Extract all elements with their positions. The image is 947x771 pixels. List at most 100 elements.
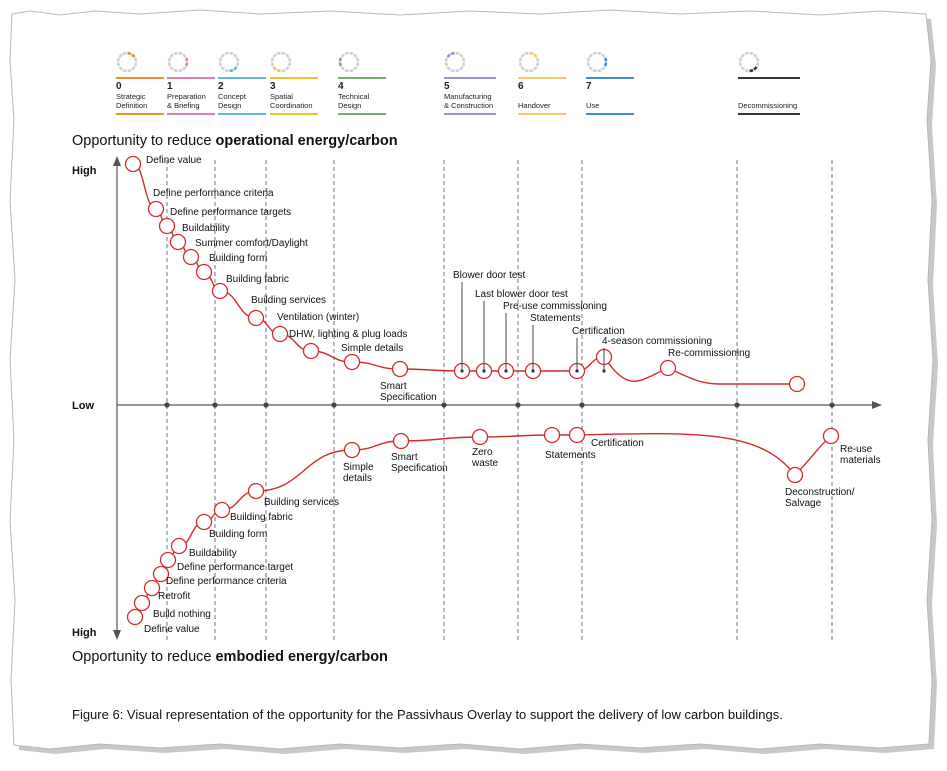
stage-number: 7 [586,81,592,92]
embodied-point-label: Retrofit [158,591,190,602]
embodied-point-label: Simple details [343,462,374,484]
operational-point: Summer comfort/Daylight [182,238,308,266]
ring-segment [220,53,225,58]
embodied-point-marker [343,441,361,459]
ring-segment [740,53,745,58]
operational-point-marker [343,353,361,371]
stage-label-line2: Design [218,101,241,110]
milestone-leader-dot [531,369,535,373]
embodied-point: Build nothing [133,594,211,620]
ring-segment [444,57,449,62]
paper-sheet [9,9,934,750]
ring-segment [353,66,358,71]
ring-segment [131,66,136,71]
embodied-point-label: Define value [144,624,200,635]
ring-segment [518,62,523,67]
ring-segment [755,57,760,62]
stage-number: 6 [518,81,524,92]
operational-point: Building form [195,253,267,281]
ring-segment [133,62,138,67]
stage-label-line1: Strategic [116,92,146,101]
axis-high-top-label: High [72,165,97,177]
ring-segment [127,51,132,56]
stage-ring-icon [738,51,760,73]
embodied-point: Define performance criteria [152,565,287,587]
ring-segment [533,53,538,58]
ring-segment [173,51,178,56]
embodied-point-marker [392,432,410,450]
ring-segment [285,53,290,58]
stage-ring-icon [270,51,292,73]
operational-point-marker [271,325,289,343]
stage-number: 5 [444,81,450,92]
ring-segment [182,66,187,71]
operational-point-marker [124,155,142,173]
ring-segment [524,51,529,56]
operational-point-label: Summer comfort/Daylight [195,238,308,249]
ring-segment [122,51,127,56]
embodied-point-marker [247,482,265,500]
ring-segment [133,57,138,62]
axis-stage-marker [441,402,447,408]
embodied-point: Buildability [170,537,237,559]
stage-number: 1 [167,81,173,92]
operational-point: Smart Specification [380,360,437,403]
ring-segment [167,57,172,62]
ring-segment [444,62,449,67]
operational-point: Define performance criteria [147,188,274,218]
milestone-leader-dot [482,369,486,373]
operational-point-label: DHW, lighting & plug loads [289,329,407,340]
ring-segment [603,57,608,62]
ring-segment [184,62,189,67]
ring-segment [529,68,534,73]
ring-segment [178,51,183,56]
stage-ring-icon [116,51,138,73]
embodied-point: Building fabric [213,501,293,523]
ring-segment [450,68,455,73]
operational-point-marker [169,233,187,251]
ring-segment [182,53,187,58]
ring-segment [287,62,292,67]
operational-point-label: Define performance targets [170,207,291,218]
ring-segment [355,57,360,62]
operational-point-label: Smart Specification [380,381,437,403]
embodied-point-marker [471,428,489,446]
operational-point-label: Pre-use commissioning [503,301,607,312]
ring-segment [353,53,358,58]
embodied-point-marker [159,551,177,569]
ring-segment [535,57,540,62]
embodied-point-marker [543,426,561,444]
operational-point-label: Ventilation (winter) [277,312,359,323]
ring-segment [118,66,123,71]
embodied-point-marker [822,427,840,445]
embodied-point: Certification [568,426,644,449]
axis-stage-marker [579,402,585,408]
ring-segment [592,68,597,73]
ring-segment [455,68,460,73]
embodied-point-label: Building form [209,529,267,540]
operational-point: Building fabric [211,274,289,300]
ring-segment [285,66,290,71]
operational-point: Buildability [169,223,230,251]
operational-point-marker [247,309,265,327]
stage-dividers [166,160,833,640]
ring-segment [450,51,455,56]
ring-segment [276,51,281,56]
embodied-point-label: Building fabric [230,512,293,523]
embodied-point-label: Re-use materials [840,444,881,466]
operational-point: Define performance targets [158,207,291,235]
operational-point-marker [211,282,229,300]
stage-ring-icon [218,51,240,73]
embodied-point-label: Zero waste [471,447,499,469]
ring-segment [749,68,754,73]
stage-label-line2: & Briefing [167,101,200,110]
operational-point-label: Statements [530,313,581,324]
ring-segment [169,66,174,71]
milestone-leader-dot [575,369,579,373]
milestone-leader-dot [460,369,464,373]
